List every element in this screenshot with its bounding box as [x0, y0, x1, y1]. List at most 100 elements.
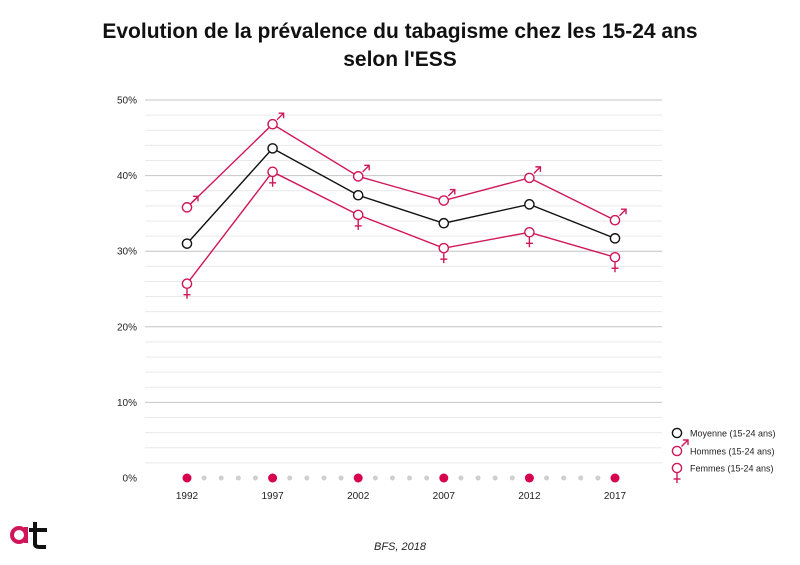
legend-item-women: Femmes (15-24 ans) [671, 462, 774, 474]
y-tick-label: 0% [123, 474, 138, 485]
chart-title-line-2: selon l'ESS [343, 48, 457, 71]
baseline-dot-major [610, 473, 620, 483]
x-tick-label: 2017 [604, 491, 627, 502]
y-tick-label: 10% [117, 398, 137, 409]
baseline-dot-minor [321, 475, 327, 481]
data-point-men [352, 171, 364, 182]
baseline-dot-minor [475, 475, 481, 481]
male-icon [276, 112, 285, 121]
male-symbol-stem [276, 112, 285, 121]
data-point-men [438, 195, 450, 206]
data-point-women [267, 166, 278, 178]
data-point-men [267, 118, 278, 130]
data-point-average [524, 199, 535, 210]
male-symbol-arrow [683, 439, 689, 445]
baseline-dot-minor [338, 475, 344, 481]
male-icon [362, 164, 370, 173]
data-point-women [352, 209, 364, 221]
legend-marker [671, 427, 683, 439]
baseline-dot-major [182, 473, 192, 483]
data-point-women [524, 226, 535, 238]
male-icon [681, 439, 689, 447]
female-icon [183, 288, 191, 299]
data-point-women [181, 278, 193, 290]
data-point-women [438, 242, 450, 254]
female-icon [611, 262, 619, 273]
male-symbol-stem [533, 166, 541, 174]
logo-icon [10, 522, 47, 549]
baseline-dot-minor [287, 475, 293, 481]
baseline-dot-minor [509, 475, 515, 481]
female-icon [525, 237, 533, 248]
data-point-men [609, 214, 621, 226]
male-symbol-arrow [193, 195, 199, 202]
female-icon [354, 219, 362, 230]
chart-title-line-1: Evolution de la prévalence du tabagisme … [102, 20, 698, 43]
male-symbol-stem [619, 208, 627, 217]
male-icon [619, 208, 627, 217]
data-point-women [609, 251, 621, 263]
x-tick-label: 2012 [518, 491, 541, 502]
male-symbol-arrow [535, 166, 542, 172]
male-icon [447, 188, 456, 197]
x-tick-label: 1992 [176, 491, 199, 502]
legend-marker [671, 445, 683, 457]
baseline-dot-minor [492, 475, 498, 481]
legend-marker [671, 462, 683, 474]
baseline-dot-minor [218, 475, 224, 481]
y-tick-label: 20% [117, 322, 137, 333]
baseline-dot-minor [407, 475, 413, 481]
y-tick-label: 30% [117, 247, 137, 258]
legend-label: Femmes (15-24 ans) [690, 464, 774, 474]
male-symbol-arrow [621, 208, 627, 215]
data-point-average [609, 233, 621, 244]
baseline-dot-major [268, 473, 278, 483]
legend-label: Hommes (15-24 ans) [690, 447, 775, 457]
baseline-dot-minor [544, 475, 550, 481]
x-tick-label: 2007 [433, 491, 456, 502]
male-icon [191, 195, 199, 204]
baseline-dot-major [524, 473, 534, 483]
series-line-average [186, 147, 616, 245]
baseline-dot-major [353, 473, 363, 483]
baseline-dot-minor [252, 475, 258, 481]
male-icon [533, 166, 542, 174]
x-tick-label: 2002 [347, 491, 370, 502]
data-point-men [524, 172, 535, 184]
data-point-average [438, 217, 450, 229]
legend-label: Moyenne (15-24 ans) [690, 429, 776, 439]
series-line-women [186, 170, 616, 285]
data-point-men [181, 202, 193, 213]
male-symbol-arrow [278, 112, 285, 119]
y-tick-label: 50% [117, 96, 137, 107]
chart-title: Evolution de la prévalence du tabagisme … [60, 18, 740, 74]
baseline-dot-minor [595, 475, 601, 481]
baseline-dot-major [439, 473, 449, 483]
y-tick-label: 40% [117, 171, 137, 182]
female-icon [269, 176, 277, 187]
data-point-average [267, 143, 278, 154]
baseline-dot-minor [561, 475, 567, 481]
baseline-dot-minor [578, 475, 584, 481]
baseline-dot-minor [424, 475, 430, 481]
data-point-average [352, 189, 364, 201]
source-note: BFS, 2018 [374, 541, 426, 553]
female-icon [440, 253, 448, 264]
male-symbol-stem [681, 439, 689, 447]
baseline-dot-minor [372, 475, 378, 481]
legend-item-men: Hommes (15-24 ans) [671, 445, 775, 457]
male-symbol-arrow [364, 164, 370, 171]
baseline-dot-minor [304, 475, 310, 481]
legend-item-average: Moyenne (15-24 ans) [671, 427, 776, 439]
baseline-dot-minor [235, 475, 241, 481]
male-symbol-stem [191, 195, 199, 204]
male-symbol-stem [447, 189, 456, 197]
data-point-average [181, 238, 193, 249]
male-symbol-stem [362, 164, 370, 173]
baseline-dot-minor [389, 475, 395, 481]
male-symbol-arrow [449, 188, 456, 195]
baseline-dot-minor [201, 475, 207, 481]
x-tick-label: 1997 [261, 491, 284, 502]
female-icon [673, 473, 681, 483]
